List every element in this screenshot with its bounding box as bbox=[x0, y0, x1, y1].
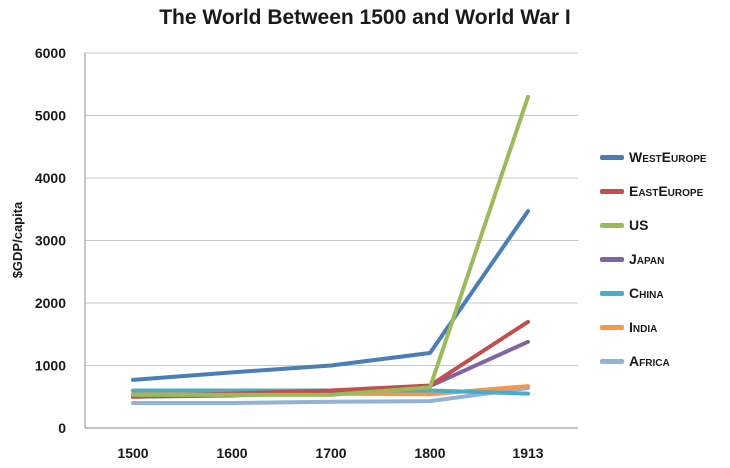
legend-swatch bbox=[600, 256, 624, 262]
legend-label: China bbox=[629, 285, 664, 301]
legend-item-africa: Africa bbox=[600, 344, 728, 378]
y-tick-label: 3000 bbox=[35, 233, 66, 249]
x-tick-label: 1913 bbox=[512, 445, 543, 461]
gridlines bbox=[85, 52, 578, 366]
legend-label: India bbox=[629, 319, 658, 335]
axes: 0 1000 2000 3000 4000 5000 6000 1500 1600 1700 180… bbox=[35, 45, 578, 461]
series-line-westeurope bbox=[131, 209, 530, 382]
y-tick-label: 1000 bbox=[35, 358, 66, 374]
legend-item-us: US bbox=[600, 208, 728, 242]
legend-swatch bbox=[600, 290, 624, 296]
legend-swatch bbox=[600, 188, 624, 194]
series-line-africa bbox=[131, 386, 530, 405]
y-tick-label: 0 bbox=[58, 420, 66, 436]
legend-item-easteurope: EastEurope bbox=[600, 174, 728, 208]
legend: WestEurope EastEurope US Japan China India Afr… bbox=[600, 140, 728, 378]
legend-item-japan: Japan bbox=[600, 242, 728, 276]
legend-swatch bbox=[600, 358, 624, 364]
series-lines bbox=[131, 94, 530, 405]
y-tick-label: 4000 bbox=[35, 170, 66, 186]
legend-swatch bbox=[600, 222, 624, 228]
y-tick-label: 2000 bbox=[35, 295, 66, 311]
legend-swatch bbox=[600, 324, 624, 330]
chart-title: The World Between 1500 and World War I bbox=[159, 6, 571, 29]
legend-label: US bbox=[629, 217, 649, 233]
legend-item-india: India bbox=[600, 310, 728, 344]
legend-item-westeurope: WestEurope bbox=[600, 140, 728, 174]
x-tick-label: 1800 bbox=[414, 445, 445, 461]
legend-label: EastEurope bbox=[629, 183, 704, 199]
x-tick-label: 1600 bbox=[216, 445, 247, 461]
x-tick-label: 1700 bbox=[315, 445, 346, 461]
y-tick-label: 5000 bbox=[35, 108, 66, 124]
x-tick-label: 1500 bbox=[117, 445, 148, 461]
legend-item-china: China bbox=[600, 276, 728, 310]
legend-label: Japan bbox=[629, 251, 665, 267]
legend-label: WestEurope bbox=[629, 149, 707, 165]
y-axis-label: $GDP/capita bbox=[10, 201, 25, 278]
series-line-easteurope bbox=[131, 319, 530, 399]
y-tick-label: 6000 bbox=[35, 45, 66, 61]
legend-label: Africa bbox=[629, 353, 670, 369]
legend-swatch bbox=[600, 154, 624, 160]
series-line-us bbox=[131, 94, 530, 397]
